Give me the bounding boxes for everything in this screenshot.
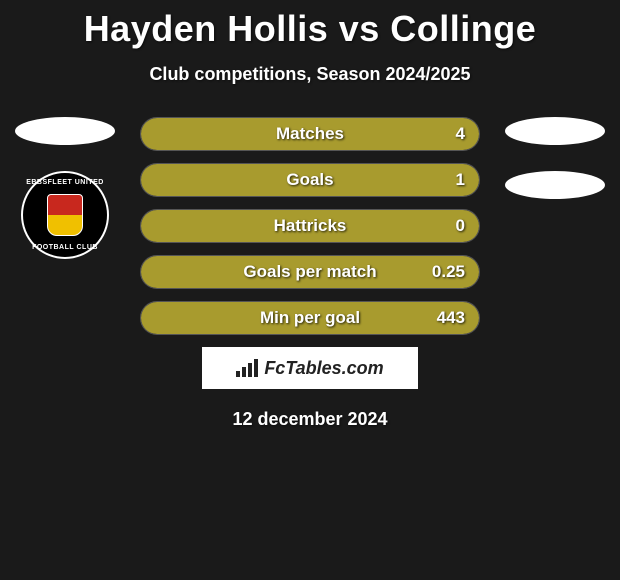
stat-value: 4	[456, 124, 465, 144]
stat-value: 0.25	[432, 262, 465, 282]
stat-row-matches: Matches 4	[140, 117, 480, 151]
club-crest-icon	[47, 194, 83, 236]
club-name-bottom: FOOTBALL CLUB	[23, 244, 107, 251]
stats-column: Matches 4 Goals 1 Hattricks 0 Goals per …	[120, 117, 500, 430]
stat-value: 1	[456, 170, 465, 190]
stat-row-hattricks: Hattricks 0	[140, 209, 480, 243]
brand-text: FcTables.com	[264, 358, 383, 379]
stat-label: Goals per match	[243, 262, 376, 282]
brand-watermark: FcTables.com	[202, 347, 418, 389]
date-text: 12 december 2024	[130, 409, 490, 430]
right-player-avatar	[505, 117, 605, 145]
left-player-avatar	[15, 117, 115, 145]
chart-icon	[236, 359, 258, 377]
comparison-content: EBBSFLEET UNITED FOOTBALL CLUB Matches 4…	[0, 117, 620, 430]
stat-label: Min per goal	[260, 308, 360, 328]
left-player-column: EBBSFLEET UNITED FOOTBALL CLUB	[10, 117, 120, 430]
stat-value: 443	[437, 308, 465, 328]
right-player-column	[500, 117, 610, 430]
stat-row-goals-per-match: Goals per match 0.25	[140, 255, 480, 289]
page-title: Hayden Hollis vs Collinge	[0, 0, 620, 50]
stat-label: Matches	[276, 124, 344, 144]
stat-row-min-per-goal: Min per goal 443	[140, 301, 480, 335]
stat-label: Hattricks	[274, 216, 347, 236]
subtitle: Club competitions, Season 2024/2025	[0, 64, 620, 85]
stat-label: Goals	[286, 170, 333, 190]
right-club-avatar	[505, 171, 605, 199]
stat-value: 0	[456, 216, 465, 236]
stat-row-goals: Goals 1	[140, 163, 480, 197]
club-name-top: EBBSFLEET UNITED	[23, 179, 107, 186]
left-club-badge: EBBSFLEET UNITED FOOTBALL CLUB	[21, 171, 109, 259]
